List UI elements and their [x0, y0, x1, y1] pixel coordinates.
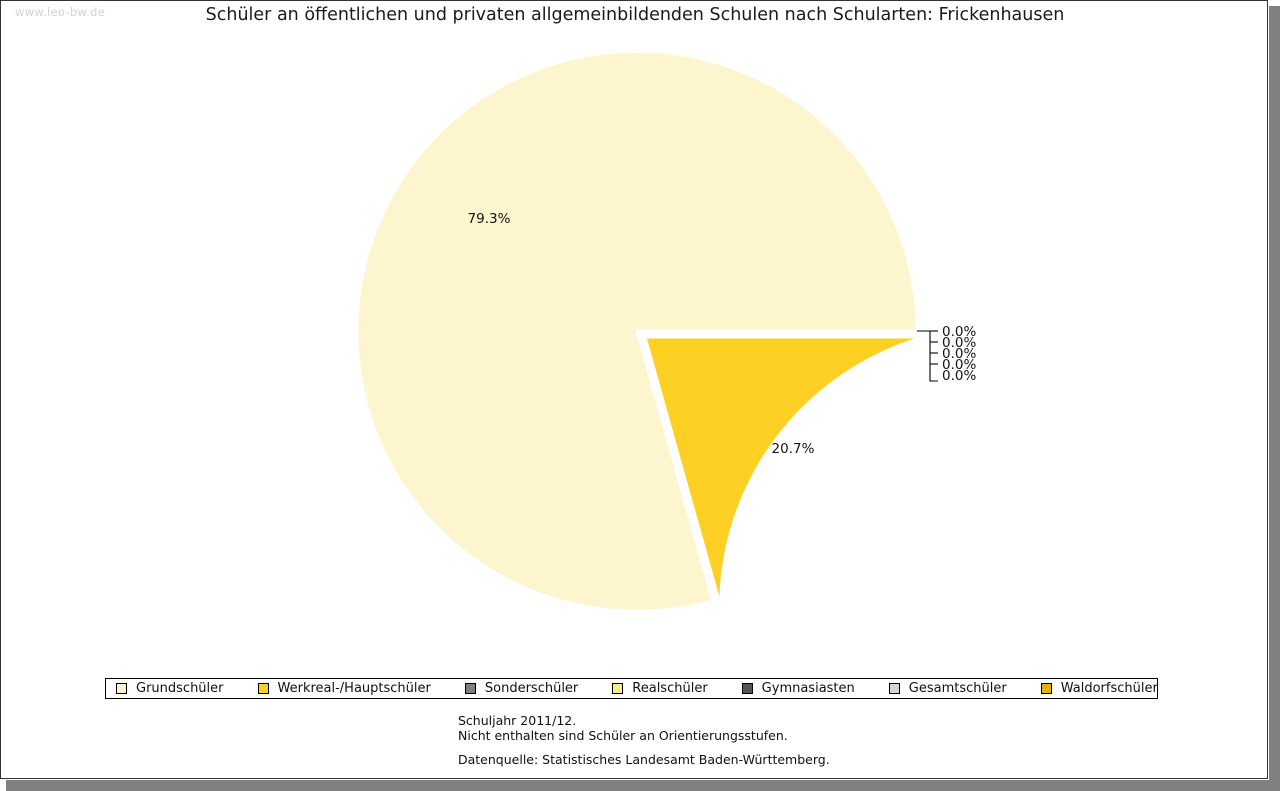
frame-shadow-right: [1269, 6, 1280, 791]
legend-swatch-gymnasiasten: [741, 683, 753, 694]
footnote-schuljahr: Schuljahr 2011/12.: [458, 713, 577, 728]
legend-item-waldorfschueler[interactable]: Waldorfschüler: [1040, 681, 1167, 696]
pie-label-zero-1: 0.0%: [942, 324, 976, 340]
legend-swatch-werkreal-hauptschueler: [257, 683, 269, 694]
legend-swatch-grundschueler: [116, 683, 127, 694]
watermark: www.leo-bw.de: [15, 5, 106, 19]
pie-label-grundschueler: 79.3%: [468, 211, 511, 227]
frame-shadow-bottom: [6, 780, 1280, 791]
pie-chart-plot-area: 79.3% 20.7% 0.0% 0.0% 0.0% 0.0% 0.0%: [1, 1, 1269, 671]
legend-swatch-realschueler: [612, 683, 624, 694]
chart-legend: Grundschüler Werkreal-/Hauptschüler Sond…: [105, 678, 1158, 699]
legend-swatch-waldorfschueler: [1040, 683, 1052, 694]
pie-slice-grundschueler[interactable]: [355, 49, 919, 613]
legend-label-gesamtschueler: Gesamtschüler: [908, 681, 1007, 696]
pie-label-zero-3: 0.0%: [942, 346, 976, 362]
chart-footnotes: Schuljahr 2011/12. Nicht enthalten sind …: [458, 713, 830, 768]
pie-slice-werkreal-hauptschueler[interactable]: [643, 335, 926, 608]
legend-swatch-sonderschueler: [464, 683, 476, 694]
footnote-datenquelle: Datenquelle: Statistisches Landesamt Bad…: [458, 752, 830, 767]
pie-label-zero-2: 0.0%: [942, 335, 976, 351]
legend-item-realschueler[interactable]: Realschüler: [612, 681, 716, 696]
legend-label-gymnasiasten: Gymnasiasten: [761, 681, 855, 696]
legend-item-werkreal-hauptschueler[interactable]: Werkreal-/Hauptschüler: [257, 681, 440, 696]
legend-label-waldorfschueler: Waldorfschüler: [1060, 681, 1158, 696]
legend-item-gymnasiasten[interactable]: Gymnasiasten: [741, 681, 864, 696]
legend-swatch-gesamtschueler: [888, 683, 900, 694]
pie-label-zero-4: 0.0%: [942, 357, 976, 373]
legend-label-werkreal-hauptschueler: Werkreal-/Hauptschüler: [277, 681, 431, 696]
footnote-orientierungsstufen: Nicht enthalten sind Schüler an Orientie…: [458, 727, 788, 743]
pie-chart-svg: 79.3% 20.7% 0.0% 0.0% 0.0% 0.0% 0.0%: [355, 49, 976, 613]
pie-label-zero-5: 0.0%: [942, 368, 976, 384]
pie-label-werkreal-hauptschueler: 20.7%: [772, 441, 815, 457]
chart-frame: www.leo-bw.de Schüler an öffentlichen un…: [0, 0, 1268, 779]
legend-label-grundschueler: Grundschüler: [136, 681, 224, 696]
page-title: Schüler an öffentlichen und privaten all…: [205, 5, 1065, 25]
legend-label-realschueler: Realschüler: [632, 681, 708, 696]
zero-slice-leader-lines: [917, 330, 938, 382]
legend-label-sonderschueler: Sonderschüler: [484, 681, 579, 696]
legend-item-grundschueler[interactable]: Grundschüler: [116, 681, 233, 696]
legend-item-gesamtschueler[interactable]: Gesamtschüler: [888, 681, 1016, 696]
legend-item-sonderschueler[interactable]: Sonderschüler: [464, 681, 587, 696]
